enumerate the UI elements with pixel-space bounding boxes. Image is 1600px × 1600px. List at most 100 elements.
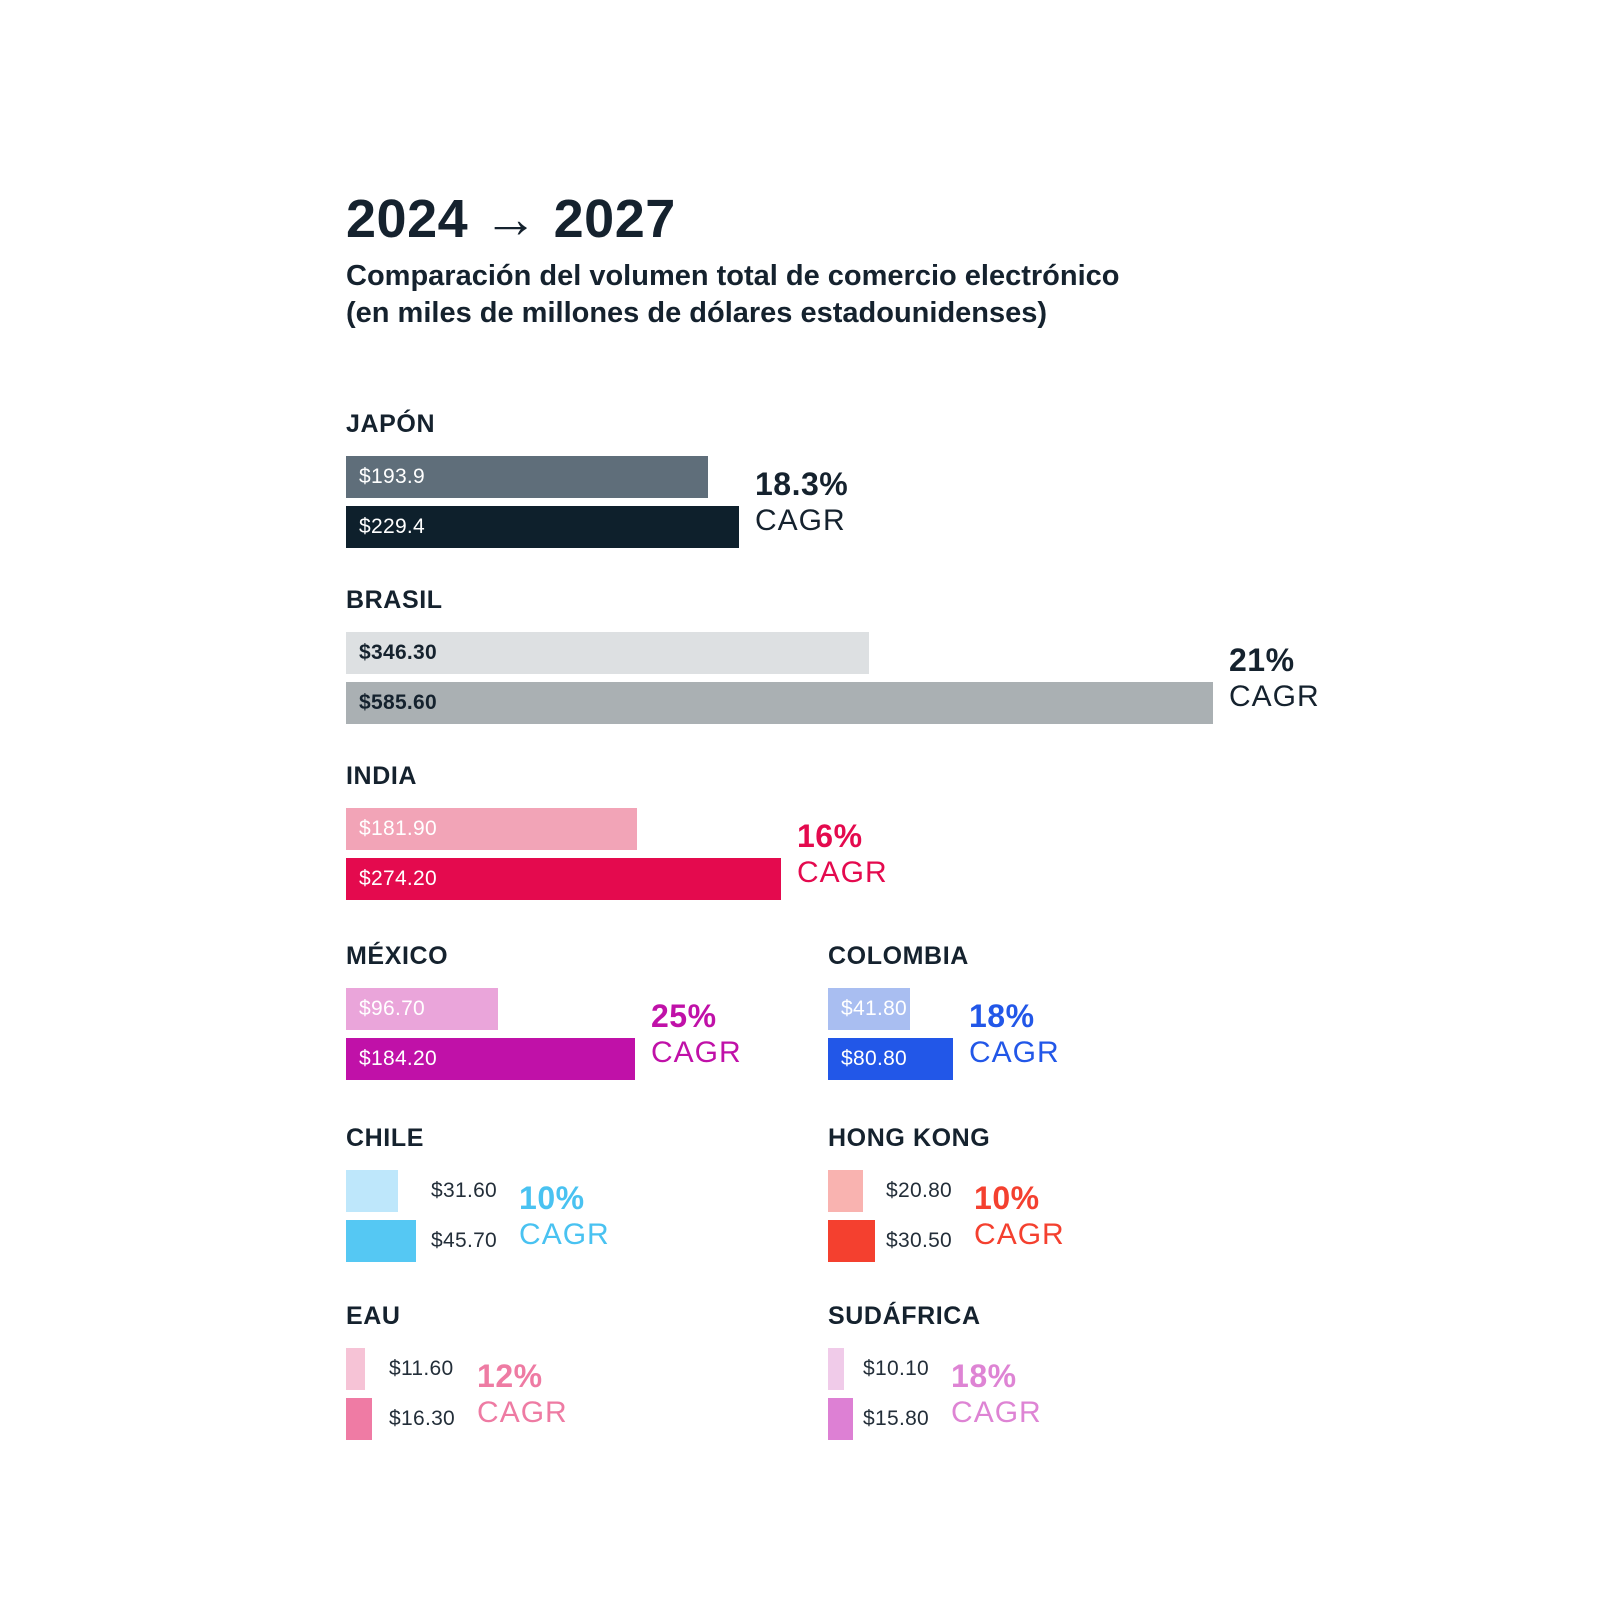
chile-value-2027: $45.70 xyxy=(431,1229,498,1252)
japon-value-2027: $229.4 xyxy=(359,515,426,538)
page-subtitle: Comparación del volumen total de comerci… xyxy=(346,258,1600,332)
colombia-bar-2024: $41.80 xyxy=(828,988,910,1030)
section-colombia: COLOMBIA $41.80 $80.80 18% CAGR xyxy=(828,942,1600,1080)
chile-bar-2027 xyxy=(346,1220,416,1262)
eau-bar-group: $11.60 $16.30 xyxy=(346,1348,455,1440)
colombia-cagr-percent: 18% xyxy=(969,998,1035,1034)
eau-bar-2024 xyxy=(346,1348,365,1390)
colombia-bar-2027: $80.80 xyxy=(828,1038,953,1080)
hongkong-cagr-percent: 10% xyxy=(974,1180,1040,1216)
hongkong-title: HONG KONG xyxy=(828,1124,991,1152)
japon-title: JAPÓN xyxy=(346,410,436,438)
hongkong-row-2024: $20.80 xyxy=(828,1170,952,1212)
colombia-bar-group: $41.80 $80.80 xyxy=(828,988,953,1080)
brasil-cagr-label: CAGR xyxy=(1229,680,1320,713)
chile-row-2024: $31.60 xyxy=(346,1170,497,1212)
page-title: 2024 → 2027 xyxy=(346,189,676,249)
chile-bar-2024 xyxy=(346,1170,398,1212)
sudafrica-cagr-block: 18% CAGR xyxy=(951,1357,1042,1431)
hongkong-value-2024: $20.80 xyxy=(886,1179,953,1202)
colombia-title: COLOMBIA xyxy=(828,942,969,970)
page-subtitle-line2: (en miles de millones de dólares estadou… xyxy=(346,297,1048,329)
mexico-title: MÉXICO xyxy=(346,942,449,970)
hongkong-bar-group: $20.80 $30.50 xyxy=(828,1170,952,1262)
hongkong-bars: $20.80 $30.50 10% CAGR xyxy=(828,1170,1600,1262)
eau-bar-cell-2027 xyxy=(346,1398,389,1440)
chile-value-2024: $31.60 xyxy=(431,1179,498,1202)
brasil-value-2027: $585.60 xyxy=(359,691,438,714)
hongkong-bar-cell-2024 xyxy=(828,1170,886,1212)
eau-row-2024: $11.60 xyxy=(346,1348,455,1390)
japon-bars: $193.9 $229.4 18.3% CAGR xyxy=(346,456,1600,548)
brasil-title: BRASIL xyxy=(346,586,443,614)
eau-cagr-label: CAGR xyxy=(477,1396,568,1429)
mexico-value-2024: $96.70 xyxy=(359,997,426,1020)
hongkong-bar-2027 xyxy=(828,1220,875,1262)
brasil-bars: $346.30 $585.60 21% CAGR xyxy=(346,632,1600,724)
colombia-value-2027: $80.80 xyxy=(841,1047,908,1070)
colombia-cagr-block: 18% CAGR xyxy=(969,997,1060,1071)
brasil-bar-group: $346.30 $585.60 xyxy=(346,632,1213,724)
eau-title: EAU xyxy=(346,1302,401,1330)
eau-cagr-block: 12% CAGR xyxy=(477,1357,568,1431)
eau-value-2024: $11.60 xyxy=(389,1357,454,1380)
chile-bar-cell-2024 xyxy=(346,1170,431,1212)
mexico-cagr-percent: 25% xyxy=(651,998,717,1034)
colombia-bars: $41.80 $80.80 18% CAGR xyxy=(828,988,1600,1080)
row-chile-hongkong: CHILE $31.60 $45.70 xyxy=(346,1124,1600,1262)
brasil-bar-2027: $585.60 xyxy=(346,682,1213,724)
mexico-cagr-label: CAGR xyxy=(651,1036,742,1069)
eau-bar-cell-2024 xyxy=(346,1348,389,1390)
japon-bar-group: $193.9 $229.4 xyxy=(346,456,739,548)
sudafrica-bars: $10.10 $15.80 18% CAGR xyxy=(828,1348,1600,1440)
mexico-bar-2027: $184.20 xyxy=(346,1038,635,1080)
page-subtitle-line1: Comparación del volumen total de comerci… xyxy=(346,260,1120,292)
header-block: 2024 → 2027 Comparación del volumen tota… xyxy=(346,0,1600,332)
section-japon: JAPÓN $193.9 $229.4 18.3% CAGR xyxy=(346,410,1600,548)
india-bar-2024: $181.90 xyxy=(346,808,637,850)
japon-bar-2024: $193.9 xyxy=(346,456,708,498)
hongkong-cagr-block: 10% CAGR xyxy=(974,1179,1065,1253)
brasil-bar-2024: $346.30 xyxy=(346,632,869,674)
colombia-value-2024: $41.80 xyxy=(841,997,908,1020)
infographic-page: 2024 → 2027 Comparación del volumen tota… xyxy=(346,0,1600,1440)
japon-value-2024: $193.9 xyxy=(359,465,426,488)
section-sudafrica: SUDÁFRICA $10.10 $15.80 xyxy=(828,1302,1600,1440)
japon-bar-2027: $229.4 xyxy=(346,506,739,548)
japon-cagr-label: CAGR xyxy=(755,504,846,537)
sudafrica-cagr-label: CAGR xyxy=(951,1396,1042,1429)
sudafrica-bar-group: $10.10 $15.80 xyxy=(828,1348,929,1440)
india-title: INDIA xyxy=(346,762,418,790)
sudafrica-bar-cell-2024 xyxy=(828,1348,863,1390)
colombia-cagr-label: CAGR xyxy=(969,1036,1060,1069)
section-eau: EAU $11.60 $16.30 xyxy=(346,1302,828,1440)
japon-cagr-percent: 18.3% xyxy=(755,466,849,502)
india-value-2024: $181.90 xyxy=(359,817,438,840)
india-cagr-block: 16% CAGR xyxy=(797,817,888,891)
section-chile: CHILE $31.60 $45.70 xyxy=(346,1124,828,1262)
india-bar-group: $181.90 $274.20 xyxy=(346,808,781,900)
section-hongkong: HONG KONG $20.80 $30.50 xyxy=(828,1124,1600,1262)
sudafrica-row-2027: $15.80 xyxy=(828,1398,929,1440)
mexico-cagr-block: 25% CAGR xyxy=(651,997,742,1071)
sudafrica-bar-cell-2027 xyxy=(828,1398,863,1440)
hongkong-bar-cell-2027 xyxy=(828,1220,886,1262)
chile-bar-cell-2027 xyxy=(346,1220,431,1262)
mexico-value-2027: $184.20 xyxy=(359,1047,438,1070)
row-eau-sudafrica: EAU $11.60 $16.30 xyxy=(346,1302,1600,1440)
brasil-cagr-block: 21% CAGR xyxy=(1229,641,1320,715)
sudafrica-title: SUDÁFRICA xyxy=(828,1302,981,1330)
hongkong-cagr-label: CAGR xyxy=(974,1218,1065,1251)
chile-bar-group: $31.60 $45.70 xyxy=(346,1170,497,1262)
mexico-bar-2024: $96.70 xyxy=(346,988,498,1030)
india-bars: $181.90 $274.20 16% CAGR xyxy=(346,808,1600,900)
section-brasil: BRASIL $346.30 $585.60 21% CAGR xyxy=(346,586,1600,724)
mexico-bars: $96.70 $184.20 25% CAGR xyxy=(346,988,828,1080)
section-india: INDIA $181.90 $274.20 16% CAGR xyxy=(346,762,1600,900)
sudafrica-bar-2024 xyxy=(828,1348,844,1390)
sudafrica-bar-2027 xyxy=(828,1398,853,1440)
row-mexico-colombia: MÉXICO $96.70 $184.20 25% CAGR COLOMBIA xyxy=(346,942,1600,1080)
india-cagr-label: CAGR xyxy=(797,856,888,889)
mexico-bar-group: $96.70 $184.20 xyxy=(346,988,635,1080)
eau-value-2027: $16.30 xyxy=(389,1407,456,1430)
